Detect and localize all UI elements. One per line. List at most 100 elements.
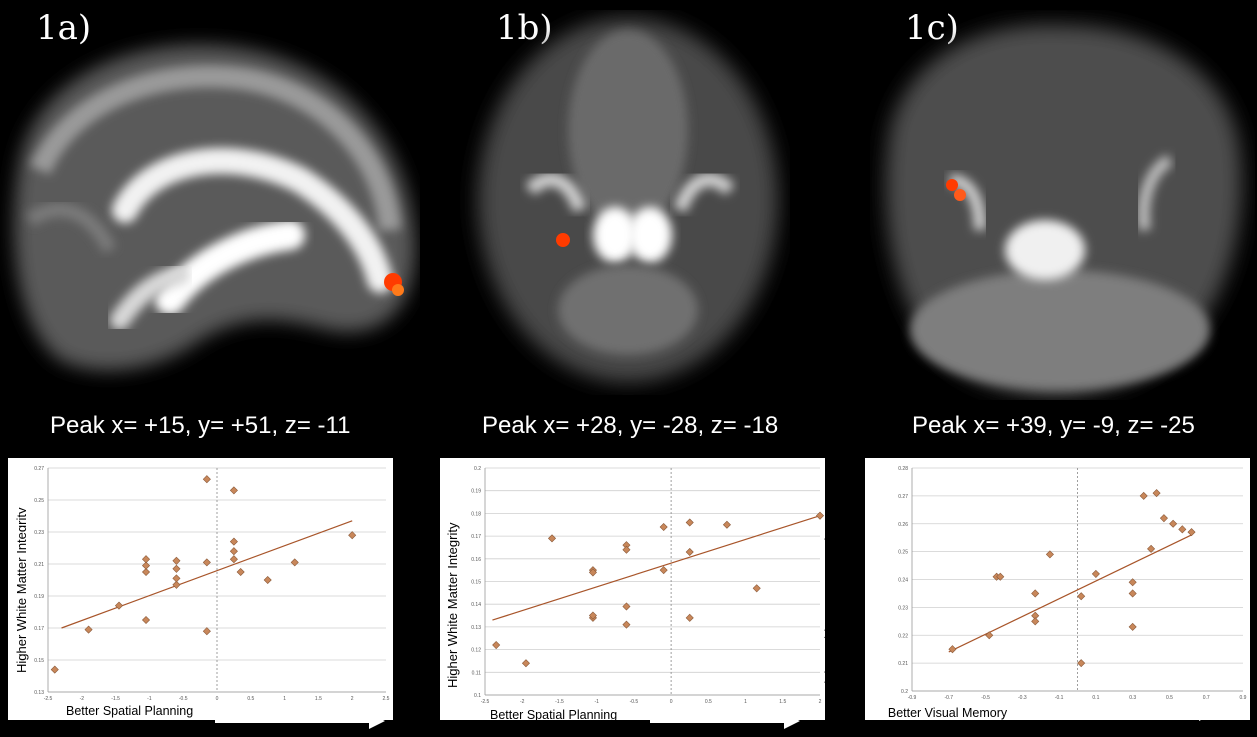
data-point [236,567,245,577]
y-tick-label: 0.25 [898,550,908,556]
x-tick-label: 2.5 [383,696,390,702]
x-tick-label: -0.3 [1018,695,1027,701]
data-point [1031,617,1040,626]
x-tick-label: -1.5 [111,696,120,702]
y-tick-label: 0.16 [471,557,481,563]
data-point [815,511,825,520]
x-tick-label: 0.1 [1092,695,1099,701]
x-tick-label: 0.5 [247,696,254,702]
y-tick-label: 0.19 [34,594,44,600]
data-point [622,545,631,554]
data-point [290,558,299,567]
x-tick-label: -2.5 [44,696,53,702]
x-tick-label: -0.5 [630,699,639,705]
x-tick-label: 0.5 [1166,695,1173,701]
x-tick-label: -0.1 [1055,695,1064,701]
data-point [229,547,238,556]
peak-coordinates-1b: Peak x= +28, y= -28, z= -18 [482,412,779,439]
data-point [685,613,694,622]
data-point [685,518,694,527]
activation-spot [946,179,958,191]
panel-label-1b: 1b) [496,8,553,48]
x-tick-label: 0.5 [705,699,712,705]
data-point [172,564,181,573]
y-axis-label: Higher White Matter Integrity [822,527,837,693]
y-tick-label: 0.21 [898,661,908,667]
scatter-plot-1a: 0.13 0.15 0.17 0.19 0.21 0.23 0.25 0.27 -2.5 -2 -1… [8,458,393,720]
data-point [141,555,151,564]
x-tick-label: 1.5 [315,696,322,702]
data-point [229,555,238,564]
x-tick-label: 0 [670,699,673,705]
y-tick-label: 0.23 [34,530,44,536]
data-point [659,566,668,575]
data-point [1091,569,1100,578]
data-point [348,531,357,540]
data-point [1147,544,1156,553]
x-tick-label: -2.5 [481,699,490,705]
x-tick-label: -0.7 [944,695,953,701]
x-tick-label: -1 [147,696,152,702]
y-tick-label: 0.23 [898,605,908,611]
x-tick-label: 2 [819,699,822,705]
panel-label-1c: 1c) [905,8,959,48]
y-tick-label: 0.18 [471,511,481,517]
data-point [172,574,181,583]
data-point [1159,514,1168,523]
trend-line [492,515,821,621]
y-tick-label: 0.11 [472,670,482,676]
data-point [202,627,211,636]
y-tick-label: 0.1 [474,693,481,699]
y-tick-label: 0.13 [34,690,44,696]
data-point [84,625,93,634]
data-point [114,601,124,610]
data-point [229,537,238,546]
x-tick-label: 1 [283,696,286,702]
brain-axial-lower-image [885,24,1242,397]
data-point [492,641,501,650]
y-tick-label: 0.26 [898,522,908,528]
brain-axial-image [478,18,778,382]
data-point [622,602,631,611]
data-point [1152,489,1161,498]
data-point [985,631,994,640]
panel-label-1a: 1a) [36,8,92,48]
data-point [1187,528,1196,537]
data-point [1128,589,1137,598]
data-point [722,520,731,529]
data-point [1128,578,1137,587]
x-axis-label: Better Spatial Planning [66,704,194,718]
x-tick-label: 1.5 [779,699,786,705]
y-tick-label: 0.27 [898,494,908,500]
x-tick-label: 0.3 [1129,695,1136,701]
brain-sagittal-image [14,44,416,371]
data-point [547,534,557,543]
x-tick-label: -1.5 [555,699,564,705]
x-axis-label: Better Spatial Planning [490,708,618,722]
y-axis-label: Higher White Matter Integrity [445,522,460,688]
data-point [948,645,957,654]
data-point [172,556,181,565]
x-tick-label: -2 [520,699,525,705]
y-tick-label: 0.15 [471,580,481,586]
peak-coordinates-1c: Peak x= +39, y= -9, z= -25 [912,412,1195,439]
activation-spot [556,233,570,247]
x-tick-label: -0.9 [908,695,917,701]
y-tick-label: 0.14 [471,602,481,608]
x-tick-label: 1 [744,699,747,705]
data-point [1169,519,1178,528]
data-point [229,486,238,495]
x-tick-label: 0 [216,696,219,702]
data-point [996,572,1005,581]
data-point [1178,525,1187,534]
y-tick-label: 0.21 [34,562,44,568]
y-tick-label: 0.2 [901,689,908,695]
x-tick-label: -0.5 [981,695,990,701]
data-point [521,659,530,668]
x-tick-label: 0.9 [1240,695,1247,701]
y-tick-label: 0.27 [34,466,44,472]
data-point [50,665,59,674]
x-tick-label: 2 [351,696,354,702]
y-tick-label: 0.15 [34,658,44,664]
data-point [1045,550,1054,559]
